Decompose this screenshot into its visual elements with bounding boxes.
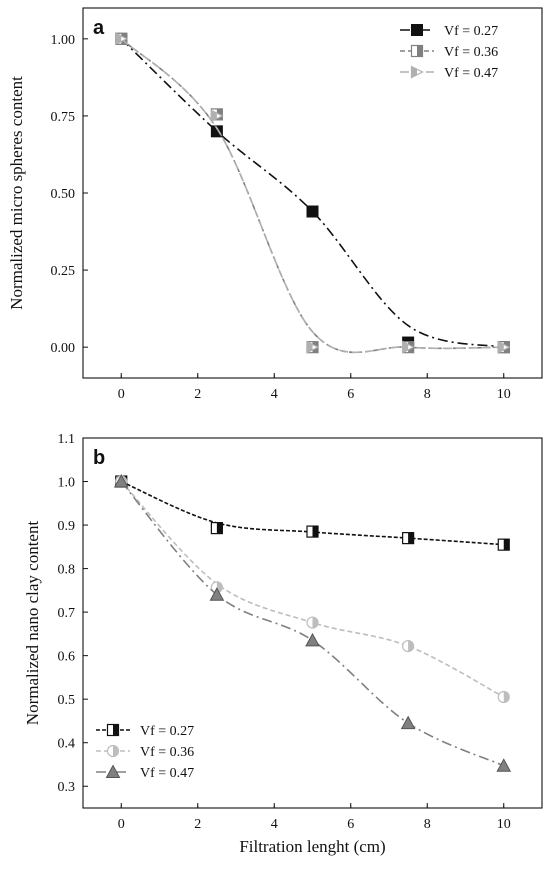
x-tick-label: 2: [194, 817, 201, 832]
x-tick-label: 4: [271, 817, 278, 832]
y-tick-label: 0.75: [51, 110, 76, 125]
series-line-1: [120, 480, 505, 698]
x-axis-title: Filtration lenght (cm): [239, 837, 385, 856]
data-point-fill: [312, 617, 318, 629]
legend-marker-fill: [113, 724, 119, 736]
legend-label: Vf = 0.27: [140, 724, 194, 739]
data-point-fill: [307, 341, 313, 353]
y-axis-title: Normalized nano clay content: [23, 521, 42, 726]
legend: Vf = 0.27 Vf = 0.36 Vf = 0.47: [400, 24, 498, 81]
plot-frame: [82, 7, 543, 379]
data-point-fill: [211, 110, 217, 122]
data-point: [496, 758, 512, 772]
plot-frame: [82, 437, 543, 809]
data-point: [115, 32, 129, 46]
data-point-fill: [408, 640, 414, 652]
y-tick-label: 1.1: [58, 432, 76, 447]
y-axis-title: Normalized micro spheres content: [7, 76, 26, 310]
y-tick-label: 0.8: [58, 563, 76, 578]
data-point: [209, 587, 225, 601]
data-point-fill: [402, 341, 409, 353]
data-point: [402, 532, 415, 545]
data-point: [210, 125, 223, 138]
legend-marker: [410, 44, 424, 58]
x-tick-label: 6: [347, 387, 354, 402]
data-point: [306, 205, 319, 218]
series-line-0: [120, 38, 504, 348]
y-tick-label: 0.25: [51, 264, 76, 279]
data-point: [402, 340, 415, 354]
legend-label: Vf = 0.47: [140, 766, 194, 781]
y-tick-label: 0.00: [51, 341, 76, 356]
data-point: [210, 522, 223, 535]
data-point: [497, 690, 510, 704]
legend-label: Vf = 0.27: [444, 24, 498, 39]
x-tick-label: 0: [118, 387, 125, 402]
x-tick-label: 8: [424, 817, 431, 832]
y-tick-label: 0.50: [51, 187, 76, 202]
y-tick-label: 1.00: [51, 33, 76, 48]
legend-label: Vf = 0.47: [444, 66, 498, 81]
legend-marker: [106, 744, 120, 758]
y-tick-label: 0.6: [58, 650, 76, 665]
legend-marker: [106, 723, 120, 737]
panel-letter: b: [93, 447, 105, 469]
data-point: [306, 340, 320, 354]
data-point-fill: [498, 341, 504, 353]
legend-marker-fill: [411, 66, 417, 78]
data-point: [113, 473, 129, 488]
data-point: [400, 715, 416, 730]
data-point: [305, 632, 320, 647]
data-point: [497, 340, 511, 354]
legend-marker: [411, 24, 423, 36]
data-point: [210, 109, 224, 123]
data-point-fill: [503, 691, 510, 703]
y-tick-label: 0.9: [58, 519, 76, 534]
data-point-fill: [503, 539, 510, 551]
x-tick-label: 8: [424, 387, 431, 402]
series-line-1: [120, 38, 504, 354]
legend-marker: [105, 764, 121, 778]
y-tick-label: 0.7: [58, 606, 76, 621]
panel-letter: a: [93, 17, 105, 39]
legend: Vf = 0.27 Vf = 0.36 Vf = 0.47: [96, 723, 194, 781]
series-1: [115, 475, 510, 704]
x-tick-label: 2: [194, 387, 201, 402]
y-tick-label: 0.4: [58, 737, 76, 752]
x-tick-label: 10: [497, 817, 511, 832]
x-tick-label: 6: [347, 817, 354, 832]
data-point-fill: [115, 33, 122, 45]
series-line-2: [120, 38, 504, 354]
series-2: [113, 473, 512, 772]
x-tick-label: 4: [271, 387, 278, 402]
chart-panel-a: 0 2 4 6 8 10 0.00 0.25 0.50 0.75 1.00 Normalized mi…: [7, 7, 543, 402]
y-tick-label: 1.0: [58, 476, 76, 491]
chart-panel-b: 0 2 4 6 8 10 0.3 0.4 0.5 0.6 0.7 0.8 0.9 1.0 1.1 Normal…: [23, 432, 543, 856]
series-0: [115, 475, 510, 551]
data-point-fill: [312, 526, 318, 538]
data-point: [306, 525, 319, 538]
y-tick-label: 0.5: [58, 693, 76, 708]
x-tick-label: 10: [497, 387, 511, 402]
data-point: [306, 616, 319, 629]
data-point-fill: [408, 532, 414, 544]
legend-marker-fill: [113, 745, 119, 757]
data-point: [402, 639, 415, 653]
legend-marker: [410, 65, 424, 79]
legend-marker-fill: [417, 45, 423, 57]
data-point: [497, 538, 510, 551]
legend-label: Vf = 0.36: [444, 45, 498, 60]
x-tick-label: 0: [118, 817, 125, 832]
legend-label: Vf = 0.36: [140, 745, 194, 760]
data-point-fill: [216, 522, 223, 534]
series-2: [115, 32, 511, 354]
y-tick-label: 0.3: [58, 780, 76, 795]
